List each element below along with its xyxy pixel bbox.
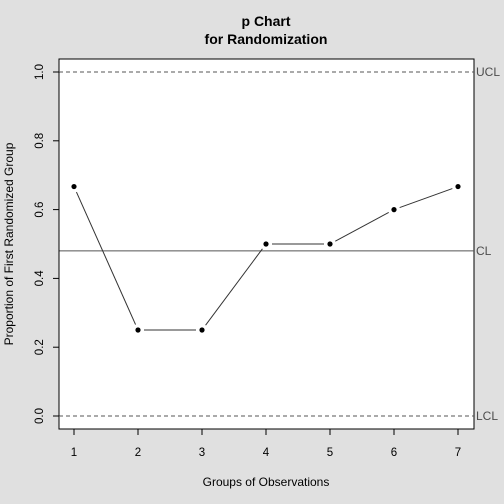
data-point: [391, 207, 397, 213]
series-segment: [75, 191, 137, 325]
series-segment: [399, 188, 453, 209]
series-segment: [335, 212, 389, 242]
x-axis-label: Groups of Observations: [203, 475, 330, 489]
x-tick-label: 5: [327, 447, 333, 459]
x-tick-label: 3: [199, 447, 205, 459]
data-point: [263, 241, 269, 247]
axes: 1 2 3 4 5 6 7 0.0 0.2 0.4 0.6 0.8 1.0: [34, 64, 461, 459]
data-point: [455, 183, 461, 190]
data-series: [71, 183, 461, 333]
x-tick-label: 6: [391, 447, 397, 459]
ref-label-cl: CL: [476, 244, 492, 258]
y-tick-label: 1.0: [34, 64, 46, 80]
data-point: [135, 327, 141, 333]
y-tick-label: 0.6: [34, 202, 46, 218]
y-axis-label: Proportion of First Randomized Group: [2, 142, 16, 345]
series-segment: [205, 248, 263, 326]
reference-lines: UCL CL LCL: [59, 65, 500, 423]
y-tick-label: 0.8: [34, 133, 46, 149]
data-point: [199, 327, 205, 333]
chart-title: p Chart: [242, 13, 291, 29]
ref-label-ucl: UCL: [476, 65, 500, 79]
y-tick-label: 0.2: [34, 339, 46, 355]
y-tick-label: 0.0: [34, 408, 46, 424]
x-tick-label: 4: [263, 447, 270, 459]
y-tick-label: 0.4: [34, 270, 46, 287]
data-point: [71, 183, 77, 190]
chart-subtitle: for Randomization: [205, 31, 328, 47]
ref-label-lcl: LCL: [476, 409, 498, 423]
data-point: [327, 241, 333, 247]
x-tick-label: 1: [71, 447, 77, 459]
x-tick-label: 7: [455, 447, 461, 459]
x-tick-label: 2: [135, 447, 141, 459]
